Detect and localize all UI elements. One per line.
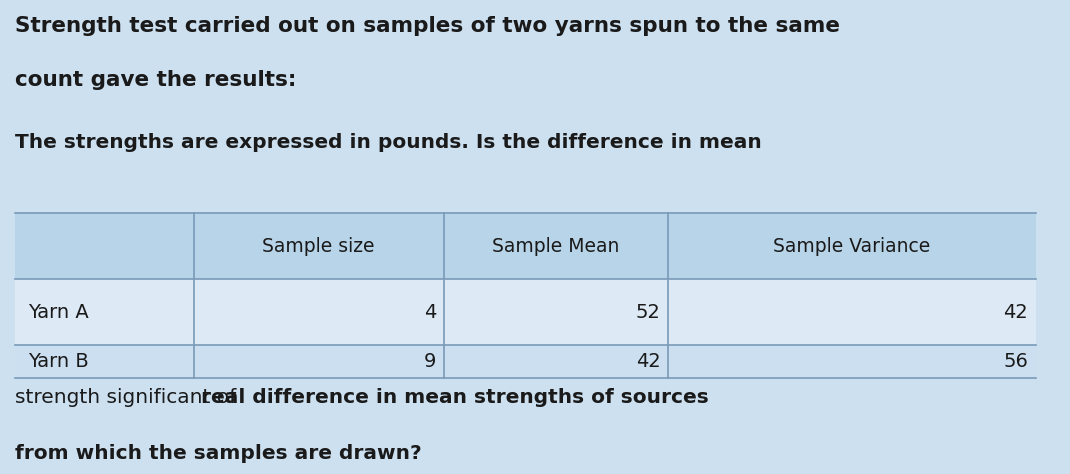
Text: real difference in mean strengths of sources: real difference in mean strengths of sou… [201,388,708,407]
Text: 42: 42 [1004,303,1028,322]
Text: 4: 4 [424,303,437,322]
Text: The strengths are expressed in pounds. Is the difference in mean: The strengths are expressed in pounds. I… [15,133,762,152]
FancyBboxPatch shape [15,279,1036,346]
Text: 42: 42 [636,352,661,371]
Text: from which the samples are drawn?: from which the samples are drawn? [15,444,422,463]
Text: strength significant of: strength significant of [15,388,243,407]
FancyBboxPatch shape [15,213,1036,279]
Text: 52: 52 [636,303,661,322]
Text: 9: 9 [424,352,437,371]
Text: 56: 56 [1004,352,1028,371]
Text: Yarn A: Yarn A [28,303,89,322]
Text: Sample size: Sample size [262,237,374,256]
Text: Yarn B: Yarn B [28,352,89,371]
Text: Strength test carried out on samples of two yarns spun to the same: Strength test carried out on samples of … [15,16,840,36]
Text: Sample Variance: Sample Variance [774,237,931,256]
Text: count gave the results:: count gave the results: [15,70,296,90]
FancyBboxPatch shape [15,346,1036,378]
Text: Sample Mean: Sample Mean [492,237,620,256]
